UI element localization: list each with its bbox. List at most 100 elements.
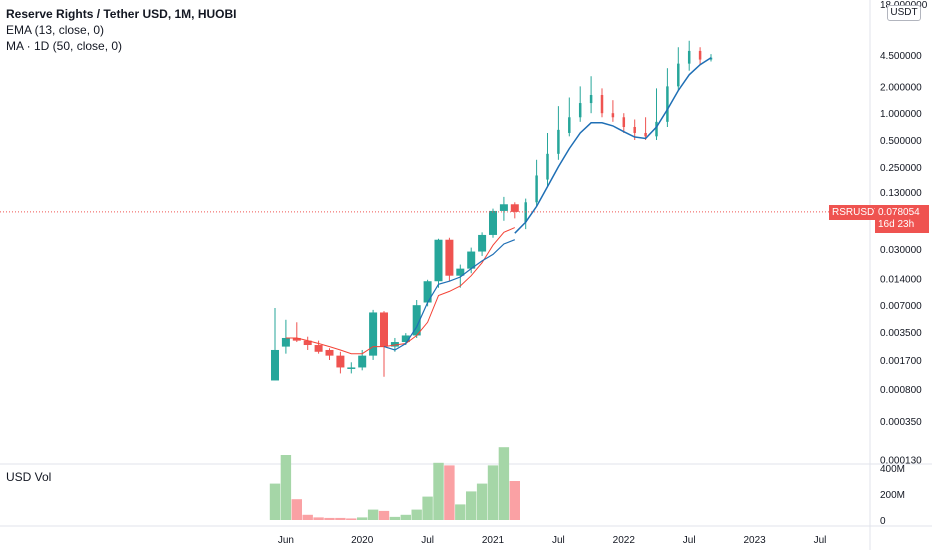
time-tick-label: Jul bbox=[814, 535, 827, 546]
candle bbox=[412, 300, 421, 338]
volume-bar bbox=[400, 514, 411, 520]
time-tick-label: 2020 bbox=[351, 535, 374, 546]
ema-legend[interactable]: EMA (13, close, 0) bbox=[6, 23, 105, 37]
candle-body bbox=[510, 204, 519, 212]
candle-body bbox=[271, 349, 279, 381]
ghost-candle bbox=[589, 76, 593, 114]
ghost-candle bbox=[578, 86, 582, 122]
candle-body bbox=[314, 345, 323, 352]
candle-body bbox=[358, 355, 367, 368]
candle-body bbox=[456, 268, 465, 276]
volume-bar bbox=[433, 462, 444, 520]
candle bbox=[369, 309, 378, 360]
candle-body bbox=[325, 349, 334, 356]
ema-line bbox=[285, 227, 515, 355]
candle bbox=[281, 319, 290, 354]
ghost-candle bbox=[524, 198, 527, 230]
ema-path bbox=[285, 227, 515, 355]
volume-bar bbox=[313, 517, 324, 520]
candle-body bbox=[369, 312, 378, 356]
bar-countdown: 16d 23h bbox=[878, 219, 915, 230]
ghost-candle bbox=[611, 100, 615, 122]
ghost-candle bbox=[677, 47, 680, 91]
candle-body bbox=[489, 210, 497, 235]
candle-body bbox=[499, 204, 508, 211]
volume-bar bbox=[335, 517, 346, 520]
ghost-candle bbox=[655, 88, 658, 141]
price-tick-label: 0.500000 bbox=[880, 136, 922, 147]
candle-body bbox=[347, 367, 356, 369]
ma-legend[interactable]: MA · 1D (50, close, 0) bbox=[6, 39, 123, 53]
price-tick-label: 0.030000 bbox=[880, 245, 922, 256]
ma-path bbox=[383, 239, 516, 351]
ghost-candle bbox=[557, 106, 560, 160]
last-price-value: 0.078054 bbox=[878, 207, 920, 218]
price-tick-label: 0.130000 bbox=[880, 188, 922, 199]
candle-body bbox=[390, 342, 399, 347]
ghost-candle-body bbox=[589, 95, 593, 104]
price-tick-label: 0.000130 bbox=[880, 455, 922, 466]
candle-body bbox=[445, 239, 454, 276]
volume-bar bbox=[422, 496, 433, 520]
time-tick-label: Jul bbox=[552, 535, 565, 546]
time-axis[interactable]: Jun 2020 Jul 2021 Jul 2022 Jul 2023 Jul bbox=[278, 535, 827, 546]
ghost-candle-body bbox=[622, 117, 626, 127]
volume-bar bbox=[476, 483, 488, 520]
ghost-candle bbox=[687, 40, 691, 71]
candle bbox=[303, 336, 312, 350]
overlay-projection bbox=[514, 40, 713, 234]
ghost-candle bbox=[644, 117, 647, 141]
symbol-tag: RSRUSDT bbox=[829, 205, 884, 220]
volume-bar bbox=[291, 499, 302, 520]
candle bbox=[499, 196, 508, 221]
time-tick-label: Jun bbox=[278, 535, 294, 546]
candle-body bbox=[478, 234, 487, 252]
volume-bar bbox=[346, 518, 357, 520]
ghost-candle-body bbox=[644, 132, 647, 137]
volume-tick-label: 200M bbox=[880, 490, 905, 501]
ghost-ma-path bbox=[514, 57, 712, 234]
volume-legend[interactable]: USD Vol bbox=[6, 470, 52, 484]
ghost-candle bbox=[622, 113, 626, 133]
ghost-candle-body bbox=[568, 117, 571, 133]
volume-bar bbox=[509, 481, 520, 520]
last-price-tag: 0.078054 16d 23h bbox=[875, 205, 929, 233]
ghost-candle bbox=[698, 47, 702, 65]
candle-body bbox=[336, 355, 345, 368]
candle-series bbox=[271, 196, 519, 381]
ghost-candle bbox=[666, 68, 669, 127]
ghost-candle-body bbox=[709, 57, 713, 60]
time-tick-label: Jul bbox=[421, 535, 434, 546]
currency-unit-button[interactable]: USDT bbox=[887, 5, 921, 21]
price-axis[interactable]: 18.0000004.5000002.0000001.0000000.50000… bbox=[880, 0, 928, 466]
ghost-candle-body bbox=[557, 129, 560, 154]
ghost-candle bbox=[568, 97, 571, 137]
volume-bar bbox=[378, 510, 390, 520]
candle-body bbox=[434, 239, 443, 282]
candle bbox=[510, 202, 519, 219]
price-tick-label: 0.000350 bbox=[880, 417, 922, 428]
time-tick-label: 2021 bbox=[482, 535, 505, 546]
volume-bar bbox=[302, 514, 313, 520]
candle bbox=[347, 362, 356, 374]
candle bbox=[314, 340, 323, 354]
candle bbox=[292, 322, 301, 343]
ghost-candle-body bbox=[546, 153, 549, 180]
volume-bar bbox=[444, 465, 455, 520]
volume-bar bbox=[357, 517, 368, 520]
volume-axis: 400M 200M 0 bbox=[880, 464, 905, 527]
ghost-candle bbox=[535, 159, 538, 207]
symbol-title[interactable]: Reserve Rights / Tether USD, 1M, HUOBI bbox=[6, 7, 237, 21]
ghost-candle-body bbox=[611, 113, 615, 118]
volume-bar bbox=[455, 504, 466, 520]
volume-bar bbox=[367, 509, 379, 520]
candle bbox=[271, 308, 279, 381]
candle bbox=[434, 238, 443, 288]
ma-line bbox=[383, 239, 516, 351]
volume-bar bbox=[389, 516, 401, 520]
price-tick-label: 0.250000 bbox=[880, 163, 922, 174]
candle-body bbox=[401, 335, 410, 343]
ghost-candle-body bbox=[666, 86, 669, 122]
volume-bars bbox=[269, 447, 520, 520]
